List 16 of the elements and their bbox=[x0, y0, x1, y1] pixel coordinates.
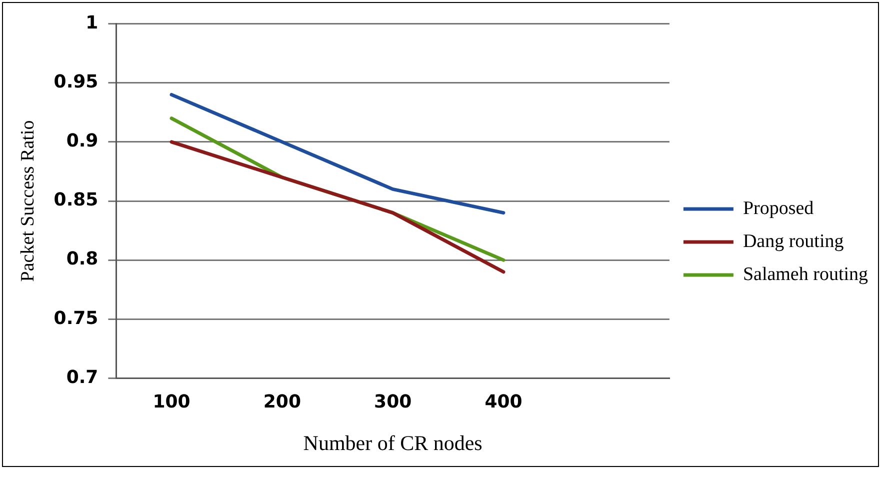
y-tick-label: 0.7 bbox=[66, 366, 98, 388]
x-tick-label: 400 bbox=[484, 392, 522, 413]
y-tick-label: 0.8 bbox=[66, 248, 98, 270]
x-tick-label: 300 bbox=[374, 392, 412, 413]
y-tick-label: 0.75 bbox=[54, 308, 98, 329]
x-tick-label: 100 bbox=[152, 392, 190, 413]
y-tick-label: 0.85 bbox=[54, 190, 98, 211]
y-axis-title: Packet Success Ratio bbox=[17, 120, 38, 282]
legend-label: Dang routing bbox=[742, 230, 844, 252]
x-axis-title: Number of CR nodes bbox=[303, 430, 482, 455]
y-tick-label: 1 bbox=[86, 12, 98, 34]
x-tick-label: 200 bbox=[263, 392, 301, 413]
legend-label: Proposed bbox=[742, 198, 814, 219]
legend-label: Salameh routing bbox=[742, 264, 868, 285]
y-tick-label: 0.95 bbox=[54, 72, 98, 93]
y-tick-label: 0.9 bbox=[66, 130, 98, 152]
